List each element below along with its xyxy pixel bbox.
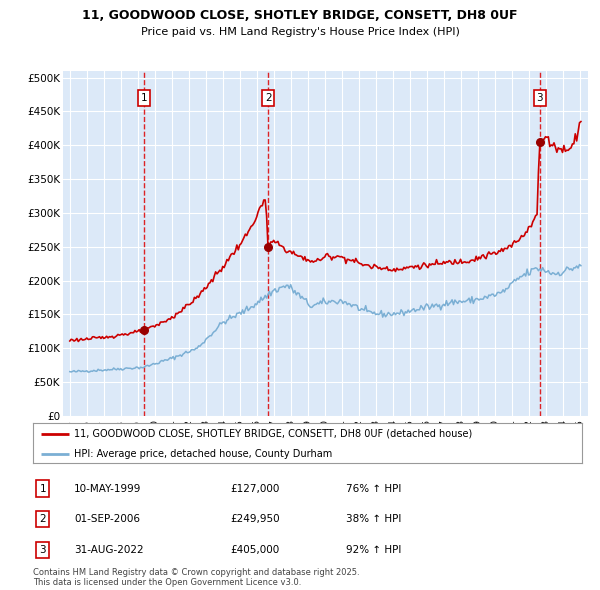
Text: £405,000: £405,000 [230, 545, 280, 555]
Text: 11, GOODWOOD CLOSE, SHOTLEY BRIDGE, CONSETT, DH8 0UF (detached house): 11, GOODWOOD CLOSE, SHOTLEY BRIDGE, CONS… [74, 429, 472, 439]
Text: 11, GOODWOOD CLOSE, SHOTLEY BRIDGE, CONSETT, DH8 0UF: 11, GOODWOOD CLOSE, SHOTLEY BRIDGE, CONS… [82, 9, 518, 22]
Text: 2: 2 [40, 514, 46, 524]
Text: 76% ↑ HPI: 76% ↑ HPI [346, 484, 401, 493]
Text: 1: 1 [140, 93, 147, 103]
Text: 1: 1 [40, 484, 46, 493]
Text: 01-SEP-2006: 01-SEP-2006 [74, 514, 140, 524]
Text: £249,950: £249,950 [230, 514, 280, 524]
Text: 3: 3 [536, 93, 543, 103]
Text: 2: 2 [265, 93, 271, 103]
Text: 31-AUG-2022: 31-AUG-2022 [74, 545, 144, 555]
Text: 10-MAY-1999: 10-MAY-1999 [74, 484, 142, 493]
Text: Price paid vs. HM Land Registry's House Price Index (HPI): Price paid vs. HM Land Registry's House … [140, 27, 460, 37]
Text: 92% ↑ HPI: 92% ↑ HPI [346, 545, 401, 555]
Text: 38% ↑ HPI: 38% ↑ HPI [346, 514, 401, 524]
Text: Contains HM Land Registry data © Crown copyright and database right 2025.
This d: Contains HM Land Registry data © Crown c… [33, 568, 359, 587]
Text: 3: 3 [40, 545, 46, 555]
Text: £127,000: £127,000 [230, 484, 280, 493]
Text: HPI: Average price, detached house, County Durham: HPI: Average price, detached house, Coun… [74, 450, 332, 460]
